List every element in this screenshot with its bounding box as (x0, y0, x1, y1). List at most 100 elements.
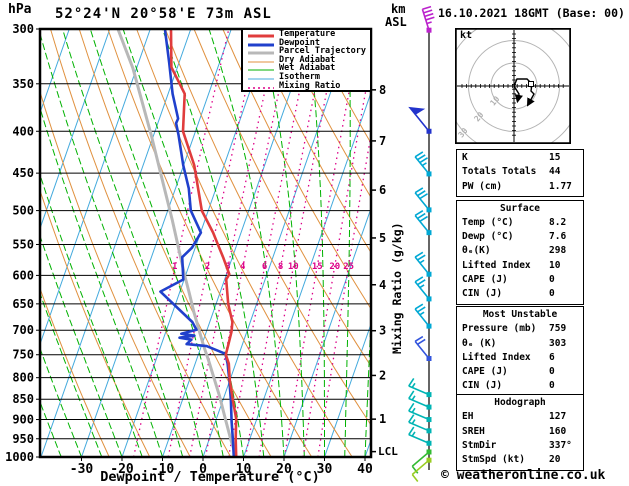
km-tick-label: 2 (379, 368, 386, 382)
mixing-ratio-value: 6 (262, 262, 267, 272)
panel-row-value: 303 (549, 337, 567, 349)
wind-barb-feather (419, 193, 428, 200)
panel-row: CIN (J) 0 (457, 378, 583, 392)
legend-line-sample (248, 69, 274, 71)
parcel-trajectory-line (116, 29, 238, 457)
panel-row-label: EH (462, 411, 474, 423)
panel-row: Pressure (mb) 759 (457, 321, 583, 335)
mixing-ratio-line (258, 29, 340, 457)
km-tick-label: 4 (379, 278, 386, 292)
x-axis-title: Dewpoint / Temperature (°C) (100, 469, 320, 485)
wind-barb-feather (417, 212, 426, 220)
km-tick-label: 5 (379, 231, 386, 245)
km-tick-label: 1 (379, 412, 386, 426)
mixing-ratio-value: 1 (172, 262, 177, 272)
wind-barb-feather (414, 251, 424, 258)
panel-row: StmDir 337° (457, 438, 583, 452)
pressure-tick-label: 600 (12, 268, 34, 282)
mixing-ratio-line (227, 29, 313, 457)
panel-row-value: 0 (549, 288, 555, 300)
panel-row-label: Lifted Index (462, 259, 531, 271)
temp-tick-label: -10 (151, 462, 175, 477)
wind-barb-half-feather (421, 162, 427, 167)
panel-row-label: CAPE (J) (462, 366, 508, 378)
wind-barb-feather (417, 190, 426, 197)
wind-barb-feather (419, 215, 428, 222)
storm-motion-marker (528, 81, 534, 87)
isotherm-line (81, 29, 232, 457)
temp-tick-label: 10 (236, 462, 252, 477)
panel-row-label: Totals Totals (462, 166, 537, 178)
legend-item-label: Parcel Trajectory (279, 46, 366, 57)
wet-adiabat-line (364, 309, 371, 457)
panel-row: CAPE (J) 0 (457, 272, 583, 286)
temp-tick-label: 40 (357, 462, 373, 477)
panel-row-value: 0 (549, 380, 555, 392)
pressure-tick-label: 400 (12, 124, 34, 138)
wind-barb-feather (408, 377, 415, 387)
panel-section: K 15 Totals Totals 44 PW (cm) 1.77 (456, 149, 584, 197)
wind-barb-pennant (408, 106, 426, 116)
wind-barb-feather (424, 12, 434, 18)
chart-background: 1 2 3 4 6 8 10 15 20 25 (40, 29, 371, 457)
wind-barb (408, 377, 432, 398)
panel-row: K 15 (457, 150, 583, 164)
legend-line-sample (248, 34, 274, 38)
panel-row-value: 44 (549, 166, 561, 178)
legend: Temperature Dewpoint Parcel Trajectory Dry … (241, 28, 372, 92)
panel-row-label: Lifted Index (462, 351, 531, 363)
legend-line-sample (248, 61, 274, 63)
panel-row-value: 0 (549, 273, 555, 285)
mixing-ratio-value: 25 (343, 262, 354, 272)
wind-barb-half-feather (411, 419, 416, 425)
wind-barb (414, 335, 432, 362)
pressure-tick-label: 500 (12, 204, 34, 218)
wind-barb-feather (408, 426, 415, 436)
isotherm-line (324, 322, 371, 457)
legend-item: Isotherm (243, 71, 370, 82)
wind-barb (414, 151, 432, 177)
pressure-tick-label: 350 (12, 77, 34, 91)
panel-row: CIN (J) 0 (457, 286, 583, 300)
lcl-label: LCL (378, 445, 398, 458)
temp-tick-label: 30 (317, 462, 333, 477)
pressure-tick-label: 650 (12, 297, 34, 311)
wind-barb-staff (408, 433, 430, 444)
wind-barb-feather (411, 473, 419, 482)
panel-row-label: K (462, 152, 468, 163)
legend-item-label: Mixing Ratio (279, 80, 341, 91)
pressure-tick-label: 700 (12, 323, 34, 337)
wind-barb-half-feather (419, 311, 425, 316)
wet-adiabat-line (307, 29, 325, 457)
mixing-ratio-axis-title: Mixing Ratio (g/kg) (390, 222, 404, 354)
mixing-ratio-value: 8 (278, 262, 283, 272)
panel-section-surface: Surface Temp (°C) 8.2 Dewp (°C) 7.6 θₑ(K) 298 L… (456, 199, 584, 305)
panel-row-value: 15 (549, 152, 561, 163)
wind-barb-feather (417, 306, 426, 313)
hodograph-ring-label: 30 (457, 126, 470, 139)
km-tick-label: 3 (379, 324, 386, 338)
legend-item-label: Isotherm (279, 71, 320, 82)
panel-row: PW (cm) 1.77 (457, 179, 583, 193)
wind-barb (414, 303, 432, 329)
panel-row-label: Dewp (°C) (462, 231, 514, 243)
pressure-tick-label: 900 (12, 413, 34, 427)
panel-row: StmSpd (kt) 20 (457, 452, 583, 466)
wind-barb-half-feather (411, 407, 416, 413)
wind-barb-feather (408, 414, 415, 423)
panel-row-value: 127 (549, 411, 567, 423)
wind-barb-feather (417, 338, 426, 345)
wind-barb (414, 187, 432, 213)
mixing-ratio-line (189, 29, 279, 457)
wind-barb-staff (414, 340, 430, 360)
altitude-axis-unit: km (391, 2, 406, 16)
panel-row-label: PW (cm) (462, 180, 503, 192)
wind-barb-feather (414, 151, 424, 158)
altitude-axis-unit: ASL (385, 15, 407, 29)
mixing-ratio-line (204, 29, 293, 457)
plot-border (38, 27, 373, 459)
wind-barb (414, 210, 432, 236)
wind-barb-staff (414, 281, 430, 300)
panel-row: Lifted Index 6 (457, 350, 583, 364)
